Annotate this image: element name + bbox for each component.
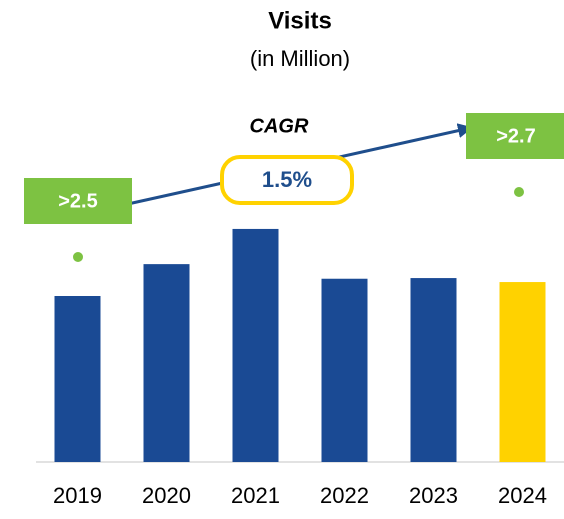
cagr-value: 1.5% <box>262 167 312 192</box>
start-label: >2.5 <box>58 190 97 212</box>
x-tick-label: 2023 <box>409 483 458 508</box>
bar <box>143 264 190 462</box>
cagr-box <box>220 155 354 205</box>
x-tick-label: 2019 <box>53 483 102 508</box>
end-label-box <box>466 113 564 159</box>
bar <box>321 278 368 462</box>
start-dot <box>73 252 83 262</box>
cagr-label: CAGR <box>250 115 309 137</box>
x-tick-label: 2024 <box>498 483 547 508</box>
chart-title: Visits <box>268 7 332 34</box>
x-tick-label: 2020 <box>142 483 191 508</box>
x-tick-label: 2021 <box>231 483 280 508</box>
start-label-box <box>24 178 132 224</box>
bar <box>54 296 101 462</box>
end-label: >2.7 <box>496 125 535 147</box>
bar <box>499 282 546 462</box>
bar <box>410 278 457 462</box>
x-tick-label: 2022 <box>320 483 369 508</box>
end-dot <box>514 187 524 197</box>
chart-subtitle: (in Million) <box>250 46 350 71</box>
bar <box>232 228 279 462</box>
